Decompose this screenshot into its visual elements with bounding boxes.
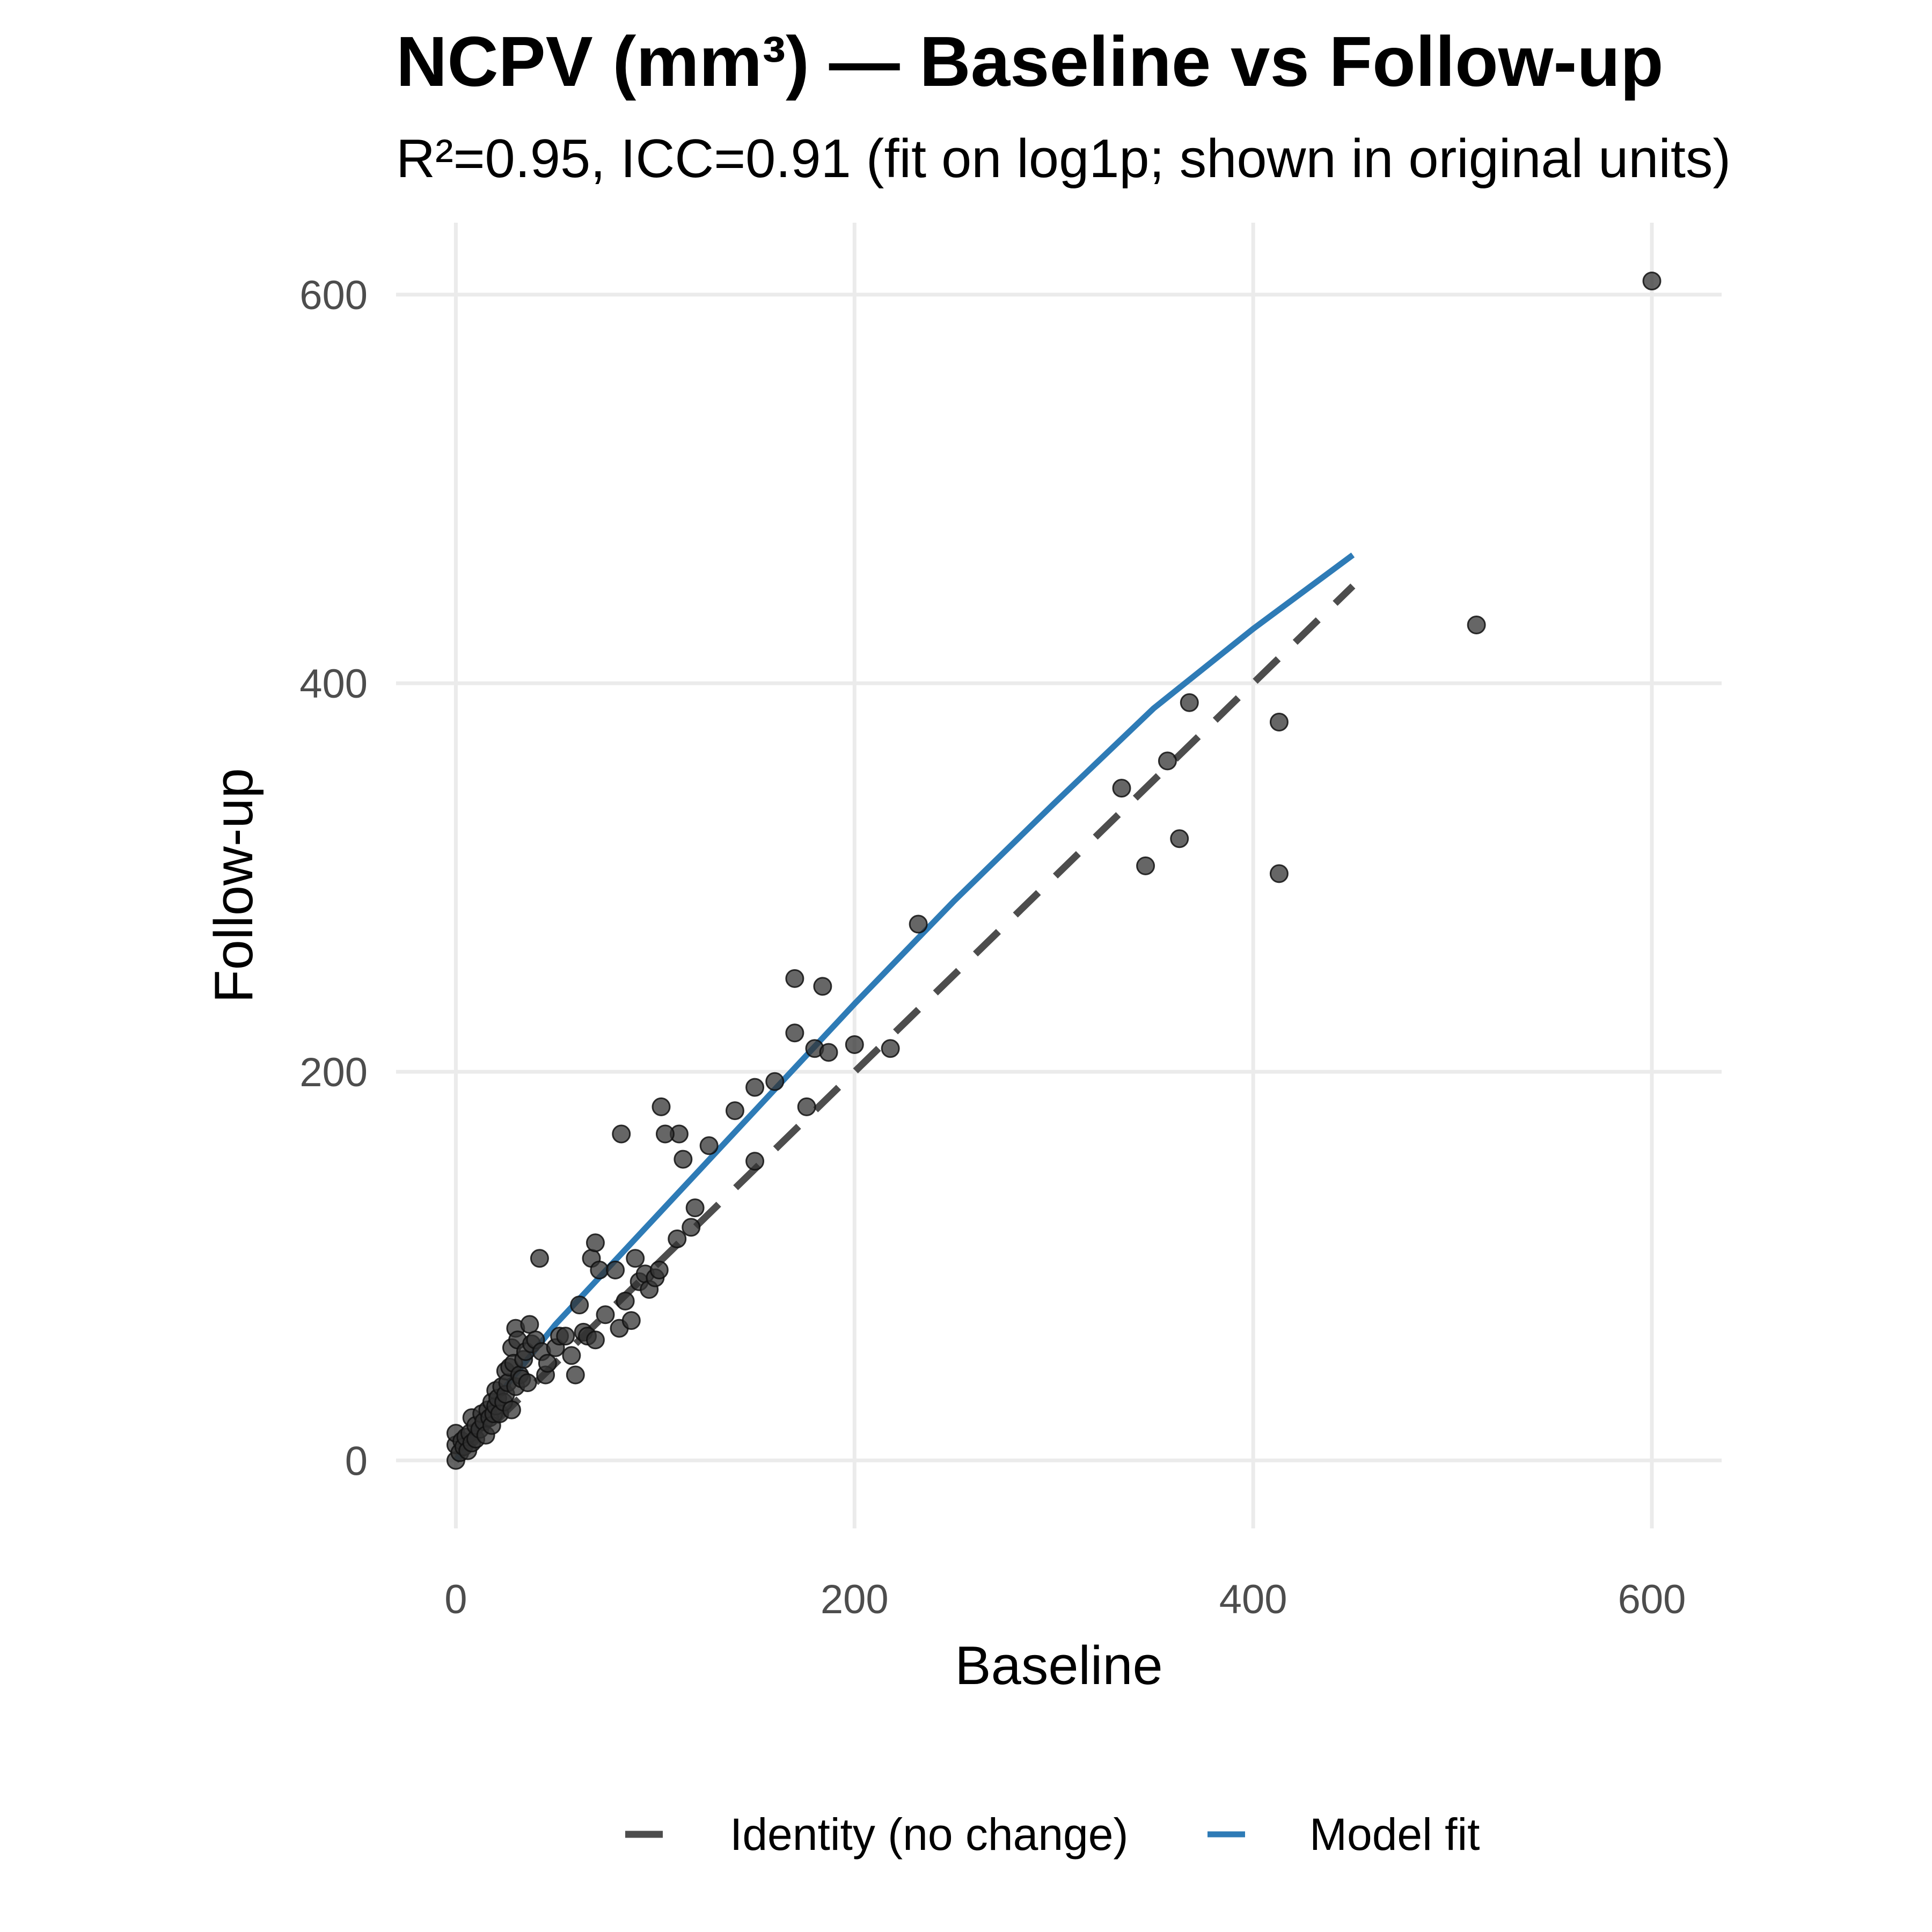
legend-label-model-fit: Model fit: [1309, 1809, 1480, 1860]
chart-title: NCPV (mm³) — Baseline vs Follow-up: [396, 22, 1664, 101]
y-axis-ticks: 0 200 400 600: [299, 273, 368, 1484]
data-point: [745, 1152, 765, 1171]
chart-subtitle: R²=0.95, ICC=0.91 (fit on log1p; shown i…: [396, 129, 1731, 189]
data-point: [674, 1150, 693, 1169]
x-axis-title: Baseline: [955, 1636, 1162, 1696]
data-point: [819, 1043, 838, 1062]
data-point: [1170, 829, 1189, 848]
data-point: [562, 1346, 581, 1365]
data-point: [813, 977, 832, 996]
data-point: [649, 1260, 669, 1279]
data-point: [590, 1260, 609, 1279]
data-point: [785, 969, 804, 988]
data-point: [502, 1400, 521, 1419]
data-point: [520, 1315, 539, 1334]
data-point: [797, 1097, 816, 1116]
data-point: [626, 1249, 645, 1268]
data-point: [518, 1373, 537, 1392]
data-point: [668, 1230, 687, 1249]
data-point: [1642, 272, 1662, 291]
data-point: [652, 1097, 671, 1116]
data-point: [881, 1039, 900, 1058]
series-line-identity-no-change: [453, 583, 1356, 1463]
scatter-points: [446, 272, 1662, 1470]
y-tick-label: 0: [345, 1438, 368, 1484]
data-point: [530, 1249, 549, 1268]
data-point: [1467, 615, 1486, 634]
series-lines: [453, 552, 1356, 1463]
data-point: [586, 1233, 605, 1253]
data-point: [745, 1078, 765, 1097]
data-point: [909, 914, 928, 934]
legend-label-identity-no-change: Identity (no change): [730, 1809, 1128, 1860]
data-point: [570, 1296, 589, 1315]
data-point: [556, 1327, 575, 1346]
x-tick-label: 0: [444, 1577, 467, 1622]
data-point: [725, 1101, 744, 1121]
y-axis-title: Follow-up: [204, 768, 264, 1003]
x-tick-label: 600: [1618, 1577, 1686, 1622]
data-point: [538, 1353, 557, 1373]
grid: [396, 223, 1722, 1528]
data-point: [1269, 712, 1289, 731]
y-tick-label: 400: [299, 661, 368, 707]
data-point: [655, 1124, 675, 1144]
data-point: [765, 1072, 785, 1091]
data-point: [1112, 779, 1131, 798]
data-point: [596, 1305, 615, 1324]
y-tick-label: 200: [299, 1050, 368, 1095]
data-point: [685, 1198, 705, 1218]
data-point: [1136, 856, 1155, 875]
x-axis-ticks: 0 200 400 600: [444, 1577, 1686, 1622]
data-point: [612, 1124, 631, 1144]
legend: Identity (no change) Model fit: [625, 1809, 1480, 1860]
data-point: [1269, 864, 1289, 883]
y-tick-label: 600: [299, 273, 368, 318]
data-point: [616, 1291, 635, 1311]
data-point: [1180, 693, 1199, 712]
data-point: [621, 1311, 641, 1330]
data-point: [785, 1023, 804, 1043]
x-tick-label: 400: [1219, 1577, 1287, 1622]
data-point: [606, 1260, 625, 1279]
data-point: [586, 1330, 605, 1350]
data-point: [1158, 751, 1177, 771]
data-point: [682, 1218, 701, 1237]
data-point: [845, 1035, 864, 1054]
data-point: [566, 1365, 585, 1385]
data-point: [699, 1136, 719, 1155]
x-tick-label: 200: [821, 1577, 889, 1622]
